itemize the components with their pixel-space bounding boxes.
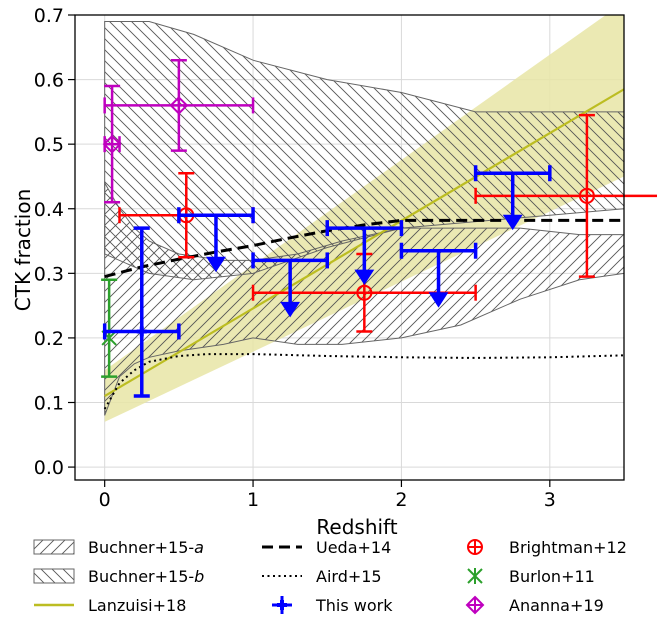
ananna-19-point-1-marker xyxy=(169,96,189,115)
legend-icon-buchner-15-a xyxy=(33,539,75,555)
y-tick-label: 0.4 xyxy=(34,199,64,221)
x-tick-label: 3 xyxy=(544,489,556,511)
legend-label-buchner-15-b: Buchner+15-b xyxy=(88,567,204,586)
legend-icon-burlon-11 xyxy=(467,568,483,584)
this-work-point-3 xyxy=(325,220,404,286)
legend-label-brightman-12: Brightman+12 xyxy=(509,538,627,557)
legend-label-ueda-14: Ueda+14 xyxy=(316,538,391,557)
this-work-point-5-limit-arrow xyxy=(502,214,523,231)
y-tick-label: 0.6 xyxy=(34,70,64,92)
legend-entry-ananna-19: Ananna+19 xyxy=(465,595,604,615)
brightman-12-point-2-marker-cross xyxy=(579,188,594,203)
legend-label-suffix: b xyxy=(194,567,204,586)
ananna-19-point-0-marker-cross xyxy=(104,136,121,153)
legend-icon-ananna-19 xyxy=(465,595,485,615)
legend-label-text: This work xyxy=(315,596,393,615)
legend-label-suffix: a xyxy=(194,538,204,557)
brightman-12-point-2-marker xyxy=(578,187,595,204)
x-tick-label: 1 xyxy=(247,489,259,511)
legend-entry-aird-15: Aird+15 xyxy=(262,567,382,586)
ananna-19-point-0-marker xyxy=(102,134,122,154)
legend-label-this-work: This work xyxy=(315,596,393,615)
this-work-point-2-limit-arrow xyxy=(280,301,301,318)
y-tick-label: 0.3 xyxy=(34,263,64,285)
legend-entry-burlon-11: Burlon+11 xyxy=(467,567,595,586)
y-axis-label: CTK fraction xyxy=(11,189,35,311)
legend-label-text: Brightman+12 xyxy=(509,538,627,557)
legend-icon-this-work-center xyxy=(277,600,287,610)
x-tick-label: 0 xyxy=(99,489,111,511)
legend-label-buchner-15-a: Buchner+15-a xyxy=(88,538,204,557)
y-tick-label: 0.1 xyxy=(34,393,64,415)
legend: Buchner+15-aBuchner+15-bLanzuisi+18Ueda+… xyxy=(33,538,627,615)
brightman-12-point-1-marker-cross xyxy=(357,285,372,300)
legend-label-text: Buchner+15- xyxy=(88,567,194,586)
this-work-point-1 xyxy=(177,207,255,273)
this-work-point-4 xyxy=(399,242,478,308)
legend-icon-brightman-12-cross xyxy=(468,540,482,554)
this-work-point-1-limit-arrow xyxy=(206,256,226,273)
legend-entry-ueda-14: Ueda+14 xyxy=(262,538,391,557)
legend-label-aird-15: Aird+15 xyxy=(316,567,382,586)
y-tick-label: 0.2 xyxy=(34,328,64,350)
ananna-19-point-1-marker-cross xyxy=(170,97,187,114)
legend-label-text: Ananna+19 xyxy=(509,596,604,615)
x-tick-label: 2 xyxy=(395,489,407,511)
legend-icon-ananna-19-cross xyxy=(467,597,483,613)
this-work-point-0-marker xyxy=(136,326,147,337)
brightman-12-point-1-marker xyxy=(356,284,373,301)
legend-label-text: Burlon+11 xyxy=(509,567,595,586)
legend-label-text: Aird+15 xyxy=(316,567,382,586)
legend-entry-this-work: This work xyxy=(272,596,393,615)
legend-label-lanzuisi-18: Lanzuisi+18 xyxy=(88,596,186,615)
y-tick-label: 0.7 xyxy=(34,5,64,27)
ueda-line xyxy=(104,218,624,279)
legend-label-text: Buchner+15- xyxy=(88,538,194,557)
legend-label-text: Lanzuisi+18 xyxy=(88,596,186,615)
this-work-point-3-limit-arrow xyxy=(354,269,375,286)
y-tick-label: 0.0 xyxy=(34,457,64,479)
legend-entry-brightman-12: Brightman+12 xyxy=(467,538,627,557)
plot-frame xyxy=(74,14,625,481)
legend-entry-buchner-15-a: Buchner+15-a xyxy=(33,538,204,557)
legend-icon-brightman-12 xyxy=(467,539,483,555)
x-axis-label: Redshift xyxy=(316,515,397,539)
y-tick-label: 0.5 xyxy=(34,134,64,156)
this-work-point-0 xyxy=(102,226,181,398)
this-work-point-2 xyxy=(251,252,329,318)
legend-label-ananna-19: Ananna+19 xyxy=(509,596,604,615)
ananna-19-point-0 xyxy=(102,84,122,204)
ananna-19-point-1 xyxy=(103,58,255,152)
legend-icon-buchner-15-b xyxy=(33,568,75,584)
ananna-19-point-1-marker-diamond xyxy=(169,96,189,115)
legend-label-burlon-11: Burlon+11 xyxy=(509,567,595,586)
this-work-point-4-limit-arrow xyxy=(428,292,449,308)
ananna-19-point-0-marker-diamond xyxy=(102,134,122,154)
legend-label-text: Ueda+14 xyxy=(316,538,391,557)
this-work-point-5 xyxy=(473,165,552,231)
legend-entry-lanzuisi-18: Lanzuisi+18 xyxy=(34,596,186,615)
legend-entry-buchner-15-b: Buchner+15-b xyxy=(33,567,204,586)
